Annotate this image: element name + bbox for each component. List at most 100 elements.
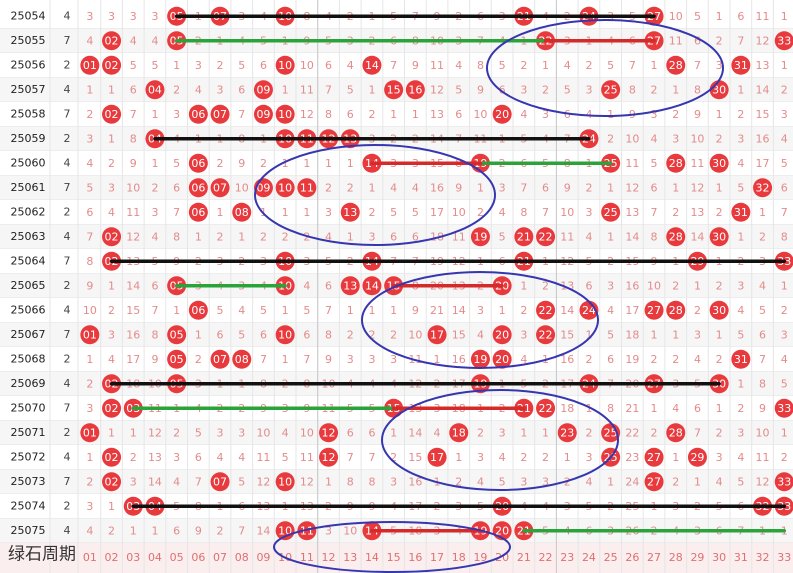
miss-count: 4 [477,475,484,488]
miss-count: 8 [781,230,788,243]
miss-count: 10 [235,181,249,194]
miss-count: 1 [173,59,180,72]
ball-number: 27 [647,451,661,464]
miss-count: 3 [86,132,93,145]
miss-count: 6 [325,279,332,292]
miss-count: 4 [585,230,592,243]
miss-count: 5 [260,304,267,317]
count: 7 [64,34,71,47]
miss-count: 6 [694,402,701,415]
ball [275,55,295,75]
miss-count: 3 [151,10,158,23]
miss-count: 1 [759,206,766,219]
ball-number: 17 [430,451,444,464]
footer-label: 25 [604,551,618,564]
ball-number: 10 [278,108,292,121]
footer-label: 17 [430,551,444,564]
issue: 25056 [11,58,46,71]
miss-count: 18 [560,402,574,415]
ball [644,472,664,492]
miss-count: 3 [737,132,744,145]
miss-count: 6 [151,279,158,292]
miss-count: 5 [282,451,289,464]
footer-label: 15 [387,551,401,564]
miss-count: 1 [108,83,115,96]
issue: 25068 [11,352,46,365]
ball [297,521,317,541]
miss-count: 1 [607,475,614,488]
miss-count: 4 [347,59,354,72]
miss-count: 11 [756,10,770,23]
ball-number: 19 [473,230,487,243]
ball [80,325,100,345]
miss-count: 6 [412,230,419,243]
issue: 25058 [11,107,46,120]
miss-count: 7 [325,304,332,317]
miss-count: 1 [108,426,115,439]
miss-count: 23 [625,451,639,464]
ball [470,227,490,247]
miss-count: 1 [716,402,723,415]
miss-count: 7 [651,206,658,219]
issue: 25074 [11,499,46,512]
miss-count: 6 [130,83,137,96]
miss-count: 2 [86,108,93,121]
ball-number: 16 [408,83,422,96]
miss-count: 1 [716,181,723,194]
annotation-ellipse [486,19,724,117]
miss-count: 4 [781,132,788,145]
miss-count: 16 [408,475,422,488]
miss-count: 6 [651,181,658,194]
miss-count: 1 [325,475,332,488]
miss-count: 2 [108,157,115,170]
miss-count: 2 [716,206,723,219]
ball [427,325,447,345]
miss-count: 4 [412,181,419,194]
miss-count: 6 [260,328,267,341]
miss-count: 6 [260,59,267,72]
ball-number: 27 [647,475,661,488]
miss-count: 3 [368,353,375,366]
ball-number: 33 [777,34,791,47]
miss-count: 9 [412,304,419,317]
miss-count: 1 [390,304,397,317]
miss-count: 3 [390,475,397,488]
footer-label: 30 [712,551,726,564]
miss-count: 7 [151,304,158,317]
miss-count: 2 [651,353,658,366]
ball-number: 22 [539,304,553,317]
miss-count: 17 [430,206,444,219]
ball [102,31,122,51]
miss-count: 4 [173,475,180,488]
ball-number: 20 [495,328,509,341]
miss-count: 2 [217,524,224,537]
miss-count: 4 [781,353,788,366]
miss-count: 1 [499,304,506,317]
ball [340,276,360,296]
miss-count: 1 [390,108,397,121]
miss-count: 15 [560,328,574,341]
ball-number: 30 [712,230,726,243]
miss-count: 1 [195,230,202,243]
miss-count: 5 [173,157,180,170]
count: 2 [64,279,71,292]
ball [709,227,729,247]
issue: 25075 [11,524,46,537]
miss-count: 5 [195,426,202,439]
miss-count: 1 [130,426,137,439]
ball-number: 07 [213,475,227,488]
miss-count: 3 [672,132,679,145]
miss-count: 4 [607,304,614,317]
miss-count: 2 [282,230,289,243]
miss-count: 10 [647,279,661,292]
miss-count: 3 [499,426,506,439]
miss-count: 6 [585,279,592,292]
miss-count: 21 [430,304,444,317]
ball [644,300,664,320]
ball-number: 28 [669,304,683,317]
miss-count: 6 [455,108,462,121]
miss-count: 12 [148,426,162,439]
miss-count: 6 [737,10,744,23]
miss-count: 14 [625,230,639,243]
miss-count: 7 [694,59,701,72]
